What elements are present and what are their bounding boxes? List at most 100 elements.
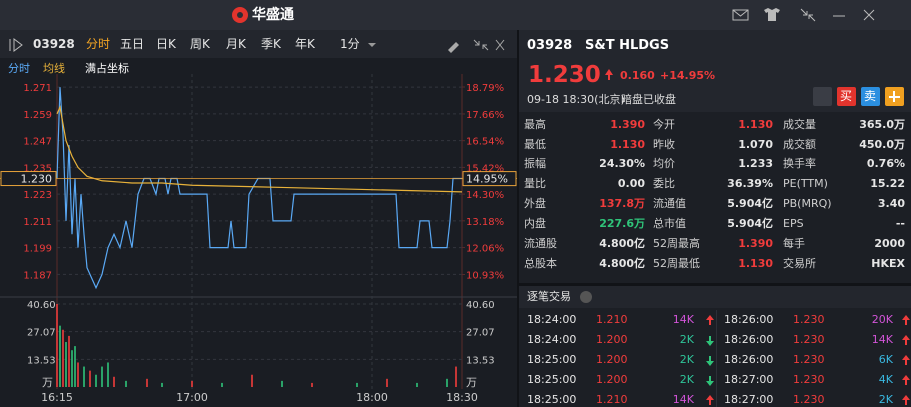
trade-arrow-stem — [905, 380, 907, 385]
stat-value: 2000 — [874, 237, 905, 250]
volume-bar — [113, 376, 115, 387]
fullscreen-icon[interactable] — [473, 39, 489, 51]
period-tab[interactable]: 分时 — [86, 37, 111, 51]
period-tab[interactable]: 季K — [261, 37, 281, 51]
sell-button[interactable] — [861, 87, 880, 106]
current-pct-box — [462, 171, 517, 187]
trade-arrow-stem — [709, 320, 711, 325]
volume-tick-label-right: 27.07 — [466, 328, 495, 339]
full-scale-option[interactable]: 满占坐标 — [85, 62, 129, 75]
stat-label: 每手 — [783, 237, 805, 250]
volume-bar — [95, 374, 97, 387]
interval-select[interactable]: 1分 — [340, 37, 360, 51]
volume-bar — [251, 374, 253, 387]
dropdown-arrow[interactable] — [368, 43, 376, 47]
volume-bar — [74, 346, 76, 387]
period-tab[interactable]: 月K — [226, 37, 246, 51]
trade-arrow-stem — [905, 340, 907, 345]
trade-price: 1.230 — [793, 393, 825, 406]
trade-price: 1.210 — [596, 313, 628, 326]
volume-bar — [356, 382, 358, 387]
volume-bar — [56, 304, 58, 387]
time-tick-label: 18:00 — [356, 391, 388, 404]
trade-up-arrow — [706, 315, 714, 320]
mail-icon[interactable] — [732, 9, 749, 21]
trades-column-divider — [716, 310, 717, 407]
volume-bar — [71, 350, 73, 387]
trade-volume: 14K — [672, 313, 694, 326]
trade-arrow-stem — [905, 360, 907, 365]
stat-label: 振幅 — [524, 157, 546, 170]
volume-tick-label: 27.07 — [27, 328, 56, 339]
quote-code: 03928 — [527, 38, 573, 53]
panel-divider — [517, 30, 519, 407]
stat-value: 15.22 — [870, 177, 905, 190]
alert-button[interactable] — [813, 87, 832, 106]
shrink-icon[interactable] — [800, 8, 816, 22]
trade-arrow-stem — [709, 400, 711, 405]
period-tab[interactable]: 年K — [295, 37, 315, 51]
trade-up-arrow — [902, 355, 910, 360]
buy-button[interactable] — [837, 87, 856, 106]
volume-bar — [455, 366, 457, 387]
collapse-icon[interactable] — [9, 38, 23, 52]
close-chart-icon[interactable] — [495, 39, 505, 51]
stat-value: 0.76% — [866, 157, 905, 170]
volume-bar — [386, 378, 388, 387]
current-price-label: 1.230 — [21, 173, 53, 186]
trade-down-arrow — [706, 381, 714, 386]
volume-bar — [191, 380, 193, 387]
draw-icon[interactable] — [448, 42, 459, 53]
volume-bar — [416, 382, 418, 387]
stat-value: 1.130 — [610, 138, 645, 151]
current-pct-label: 14.95% — [466, 173, 508, 186]
trade-volume: 2K — [878, 393, 893, 406]
title-bar: 华盛通 — [0, 0, 911, 30]
stat-label: 外盘 — [524, 197, 546, 210]
volume-bar — [281, 380, 283, 387]
price-tick-label: 1.223 — [23, 190, 52, 201]
close-icon[interactable] — [863, 9, 875, 21]
quote-time: 09-18 18:30(北京) — [527, 93, 625, 106]
quote-price: 1.230 — [528, 62, 601, 88]
stat-label: 最低 — [524, 138, 546, 151]
trade-volume: 6K — [878, 353, 893, 366]
buy-label: 买 — [840, 89, 853, 103]
stat-value: 5.904亿 — [727, 197, 773, 210]
average-line — [56, 105, 463, 193]
quote-change-pct: +14.95% — [660, 69, 716, 82]
stat-label: 52周最低 — [653, 257, 700, 270]
period-tab[interactable]: 五日 — [120, 37, 145, 51]
stat-label: 量比 — [524, 177, 546, 190]
trade-volume: 4K — [878, 373, 893, 386]
trade-arrow-stem — [905, 400, 907, 405]
legend-price: 分时 — [8, 62, 30, 75]
stat-value: 5.904亿 — [727, 217, 773, 230]
stock-code: 03928 — [33, 37, 75, 51]
stat-label: 流通值 — [653, 197, 686, 210]
trade-up-arrow — [706, 395, 714, 400]
trade-up-arrow — [902, 315, 910, 320]
stat-value: 1.390 — [610, 118, 645, 131]
volume-bar — [77, 362, 79, 387]
trade-price: 1.230 — [793, 313, 825, 326]
trade-arrow-stem — [709, 376, 711, 381]
trade-time: 18:25:00 — [527, 393, 577, 406]
pct-tick-label: 13.18% — [466, 217, 504, 228]
intraday-chart: 1.271 1.259 1.247 1.235 1.223 1.211 1.199 1.187… — [0, 58, 517, 407]
skin-icon[interactable] — [764, 8, 780, 21]
stat-value: 137.8万 — [599, 197, 645, 210]
period-tab[interactable]: 日K — [156, 37, 176, 51]
period-tab[interactable]: 周K — [190, 37, 210, 51]
pct-tick-label: 14.30% — [466, 190, 504, 201]
stat-label: 总市值 — [653, 217, 686, 230]
up-arrow-stem — [608, 74, 610, 80]
stat-label: 成交额 — [783, 138, 816, 151]
stat-value: -- — [895, 217, 905, 230]
title-icons — [232, 7, 875, 23]
quote-name: S&T HLDGS — [585, 38, 670, 53]
trades-header — [519, 286, 911, 308]
current-price-box — [0, 171, 57, 187]
trade-down-arrow — [706, 361, 714, 366]
help-icon — [580, 291, 592, 303]
